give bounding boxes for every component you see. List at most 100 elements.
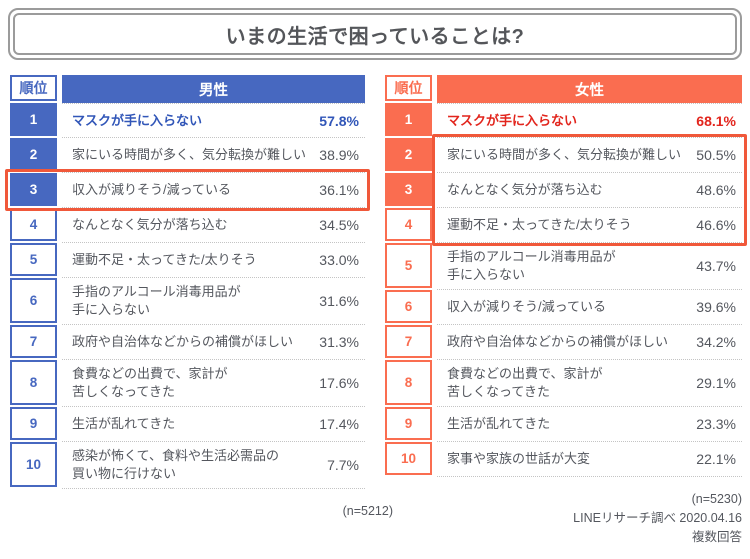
title-box: いまの生活で困っていることは? [8,8,742,60]
title-box-inner-border: いまの生活で困っていることは? [13,13,737,55]
item-label: 生活が乱れてきた [72,416,176,432]
ranking-row: 5 手指のアルコール消毒用品が 手に入らない 43.7% [385,243,742,290]
female-column-header: 女性 [437,75,742,103]
item-value: 46.6% [696,217,736,233]
rank-badge: 3 [10,173,57,206]
item-label: なんとなく気分が落ち込む [447,182,603,198]
ranking-row: 8 食費などの出費で、家計が 苦しくなってきた 29.1% [385,360,742,407]
item-value: 39.6% [696,299,736,315]
ranking-row-content: 手指のアルコール消毒用品が 手に入らない 31.6% [62,278,365,325]
rank-badge: 7 [385,325,432,358]
item-value: 38.9% [319,147,359,163]
ranking-row: 6 収入が減りそう/減っている 39.6% [385,290,742,325]
item-value: 50.5% [696,147,736,163]
item-value: 36.1% [319,182,359,198]
rank-badge: 6 [10,278,57,323]
rank-badge: 1 [10,103,57,136]
item-value: 43.7% [696,258,736,274]
ranking-row-content: 政府や自治体などからの補償がほしい 34.2% [437,325,742,360]
rank-badge: 2 [385,138,432,171]
item-label: マスクが手に入らない [447,112,578,128]
rank-column-header: 順位 [10,75,57,101]
ranking-row-content: 感染が怖くて、食料や生活必需品の 買い物に行けない 7.7% [62,442,365,489]
ranking-row: 1 マスクが手に入らない 57.8% [10,103,365,138]
rank-badge: 3 [385,173,432,206]
female-footnote: (n=5230) [691,492,742,506]
item-label: 感染が怖くて、食料や生活必需品の 買い物に行けない [72,448,279,481]
ranking-row: 10 感染が怖くて、食料や生活必需品の 買い物に行けない 7.7% [10,442,365,489]
item-label: 政府や自治体などからの補償がほしい [72,334,294,350]
ranking-row-content: 家事や家族の世話が大変 22.1% [437,442,742,477]
ranking-row: 7 政府や自治体などからの補償がほしい 34.2% [385,325,742,360]
ranking-row-content: 収入が減りそう/減っている 39.6% [437,290,742,325]
rank-badge: 5 [10,243,57,276]
item-value: 33.0% [319,252,359,268]
rank-badge: 7 [10,325,57,358]
item-label: 政府や自治体などからの補償がほしい [447,334,669,350]
item-label: 家事や家族の世話が大変 [447,451,591,467]
ranking-row-content: 収入が減りそう/減っている 36.1% [62,173,365,208]
rank-badge: 10 [385,442,432,475]
rank-badge: 8 [385,360,432,405]
ranking-row: 10 家事や家族の世話が大変 22.1% [385,442,742,477]
ranking-row-content: 食費などの出費で、家計が 苦しくなってきた 17.6% [62,360,365,407]
female-footnote: LINEリサーチ調べ 2020.04.16 [573,511,742,525]
ranking-row-content: 生活が乱れてきた 23.3% [437,407,742,442]
ranking-row: 3 収入が減りそう/減っている 36.1% [10,173,365,208]
item-label: 食費などの出費で、家計が 苦しくなってきた [72,366,228,399]
ranking-row-content: 運動不足・太ってきた/太りそう 33.0% [62,243,365,278]
item-value: 68.1% [696,112,736,129]
ranking-row: 1 マスクが手に入らない 68.1% [385,103,742,138]
item-label: なんとなく気分が落ち込む [72,217,228,233]
ranking-row-content: 政府や自治体などからの補償がほしい 31.3% [62,325,365,360]
item-value: 23.3% [696,416,736,432]
item-value: 31.3% [319,334,359,350]
item-value: 17.4% [319,416,359,432]
female-footnotes: (n=5230) LINEリサーチ調べ 2020.04.16 複数回答 [385,490,742,547]
female-footnote: 複数回答 [691,530,742,544]
rank-badge: 4 [10,208,57,241]
ranking-row: 5 運動不足・太ってきた/太りそう 33.0% [10,243,365,278]
item-label: 食費などの出費で、家計が 苦しくなってきた [447,366,603,399]
item-value: 22.1% [696,451,736,467]
rank-badge: 6 [385,290,432,323]
rank-badge: 9 [10,407,57,440]
ranking-row-content: 手指のアルコール消毒用品が 手に入らない 43.7% [437,243,742,290]
ranking-row: 9 生活が乱れてきた 23.3% [385,407,742,442]
ranking-row-content: なんとなく気分が落ち込む 48.6% [437,173,742,208]
item-label: 家にいる時間が多く、気分転換が難しい [72,147,307,163]
ranking-row: 6 手指のアルコール消毒用品が 手に入らない 31.6% [10,278,365,325]
rank-badge: 1 [385,103,432,136]
ranking-row-content: マスクが手に入らない 68.1% [437,103,742,138]
item-value: 29.1% [696,375,736,391]
item-label: 収入が減りそう/減っている [447,299,606,315]
item-value: 34.2% [696,334,736,350]
female-ranking-table: 順位 女性 1 マスクが手に入らない 68.1% 2 家にいる時間が多く、気分転換が難しい 5… [385,75,747,547]
item-label: 収入が減りそう/減っている [72,182,231,198]
male-footnotes: (n=5212) [10,502,393,521]
item-value: 7.7% [327,457,359,473]
rank-badge: 2 [10,138,57,171]
ranking-row: 8 食費などの出費で、家計が 苦しくなってきた 17.6% [10,360,365,407]
item-label: マスクが手に入らない [72,112,203,128]
item-value: 31.6% [319,293,359,309]
item-label: 運動不足・太ってきた/太りそう [447,217,632,233]
male-header-row: 順位 男性 [10,75,365,103]
item-value: 34.5% [319,217,359,233]
ranking-row: 4 運動不足・太ってきた/太りそう 46.6% [385,208,742,243]
item-label: 手指のアルコール消毒用品が 手に入らない [72,284,241,317]
ranking-row-content: なんとなく気分が落ち込む 34.5% [62,208,365,243]
item-value: 17.6% [319,375,359,391]
item-label: 手指のアルコール消毒用品が 手に入らない [447,249,616,282]
rank-badge: 8 [10,360,57,405]
item-label: 生活が乱れてきた [447,416,551,432]
female-header-row: 順位 女性 [385,75,742,103]
ranking-row: 3 なんとなく気分が落ち込む 48.6% [385,173,742,208]
ranking-row-content: 運動不足・太ってきた/太りそう 46.6% [437,208,742,243]
rank-badge: 4 [385,208,432,241]
ranking-row: 4 なんとなく気分が落ち込む 34.5% [10,208,365,243]
page-title: いまの生活で困っていることは? [225,25,525,48]
ranking-row: 7 政府や自治体などからの補償がほしい 31.3% [10,325,365,360]
male-footnote: (n=5212) [342,504,393,518]
ranking-row-content: 家にいる時間が多く、気分転換が難しい 38.9% [62,138,365,173]
